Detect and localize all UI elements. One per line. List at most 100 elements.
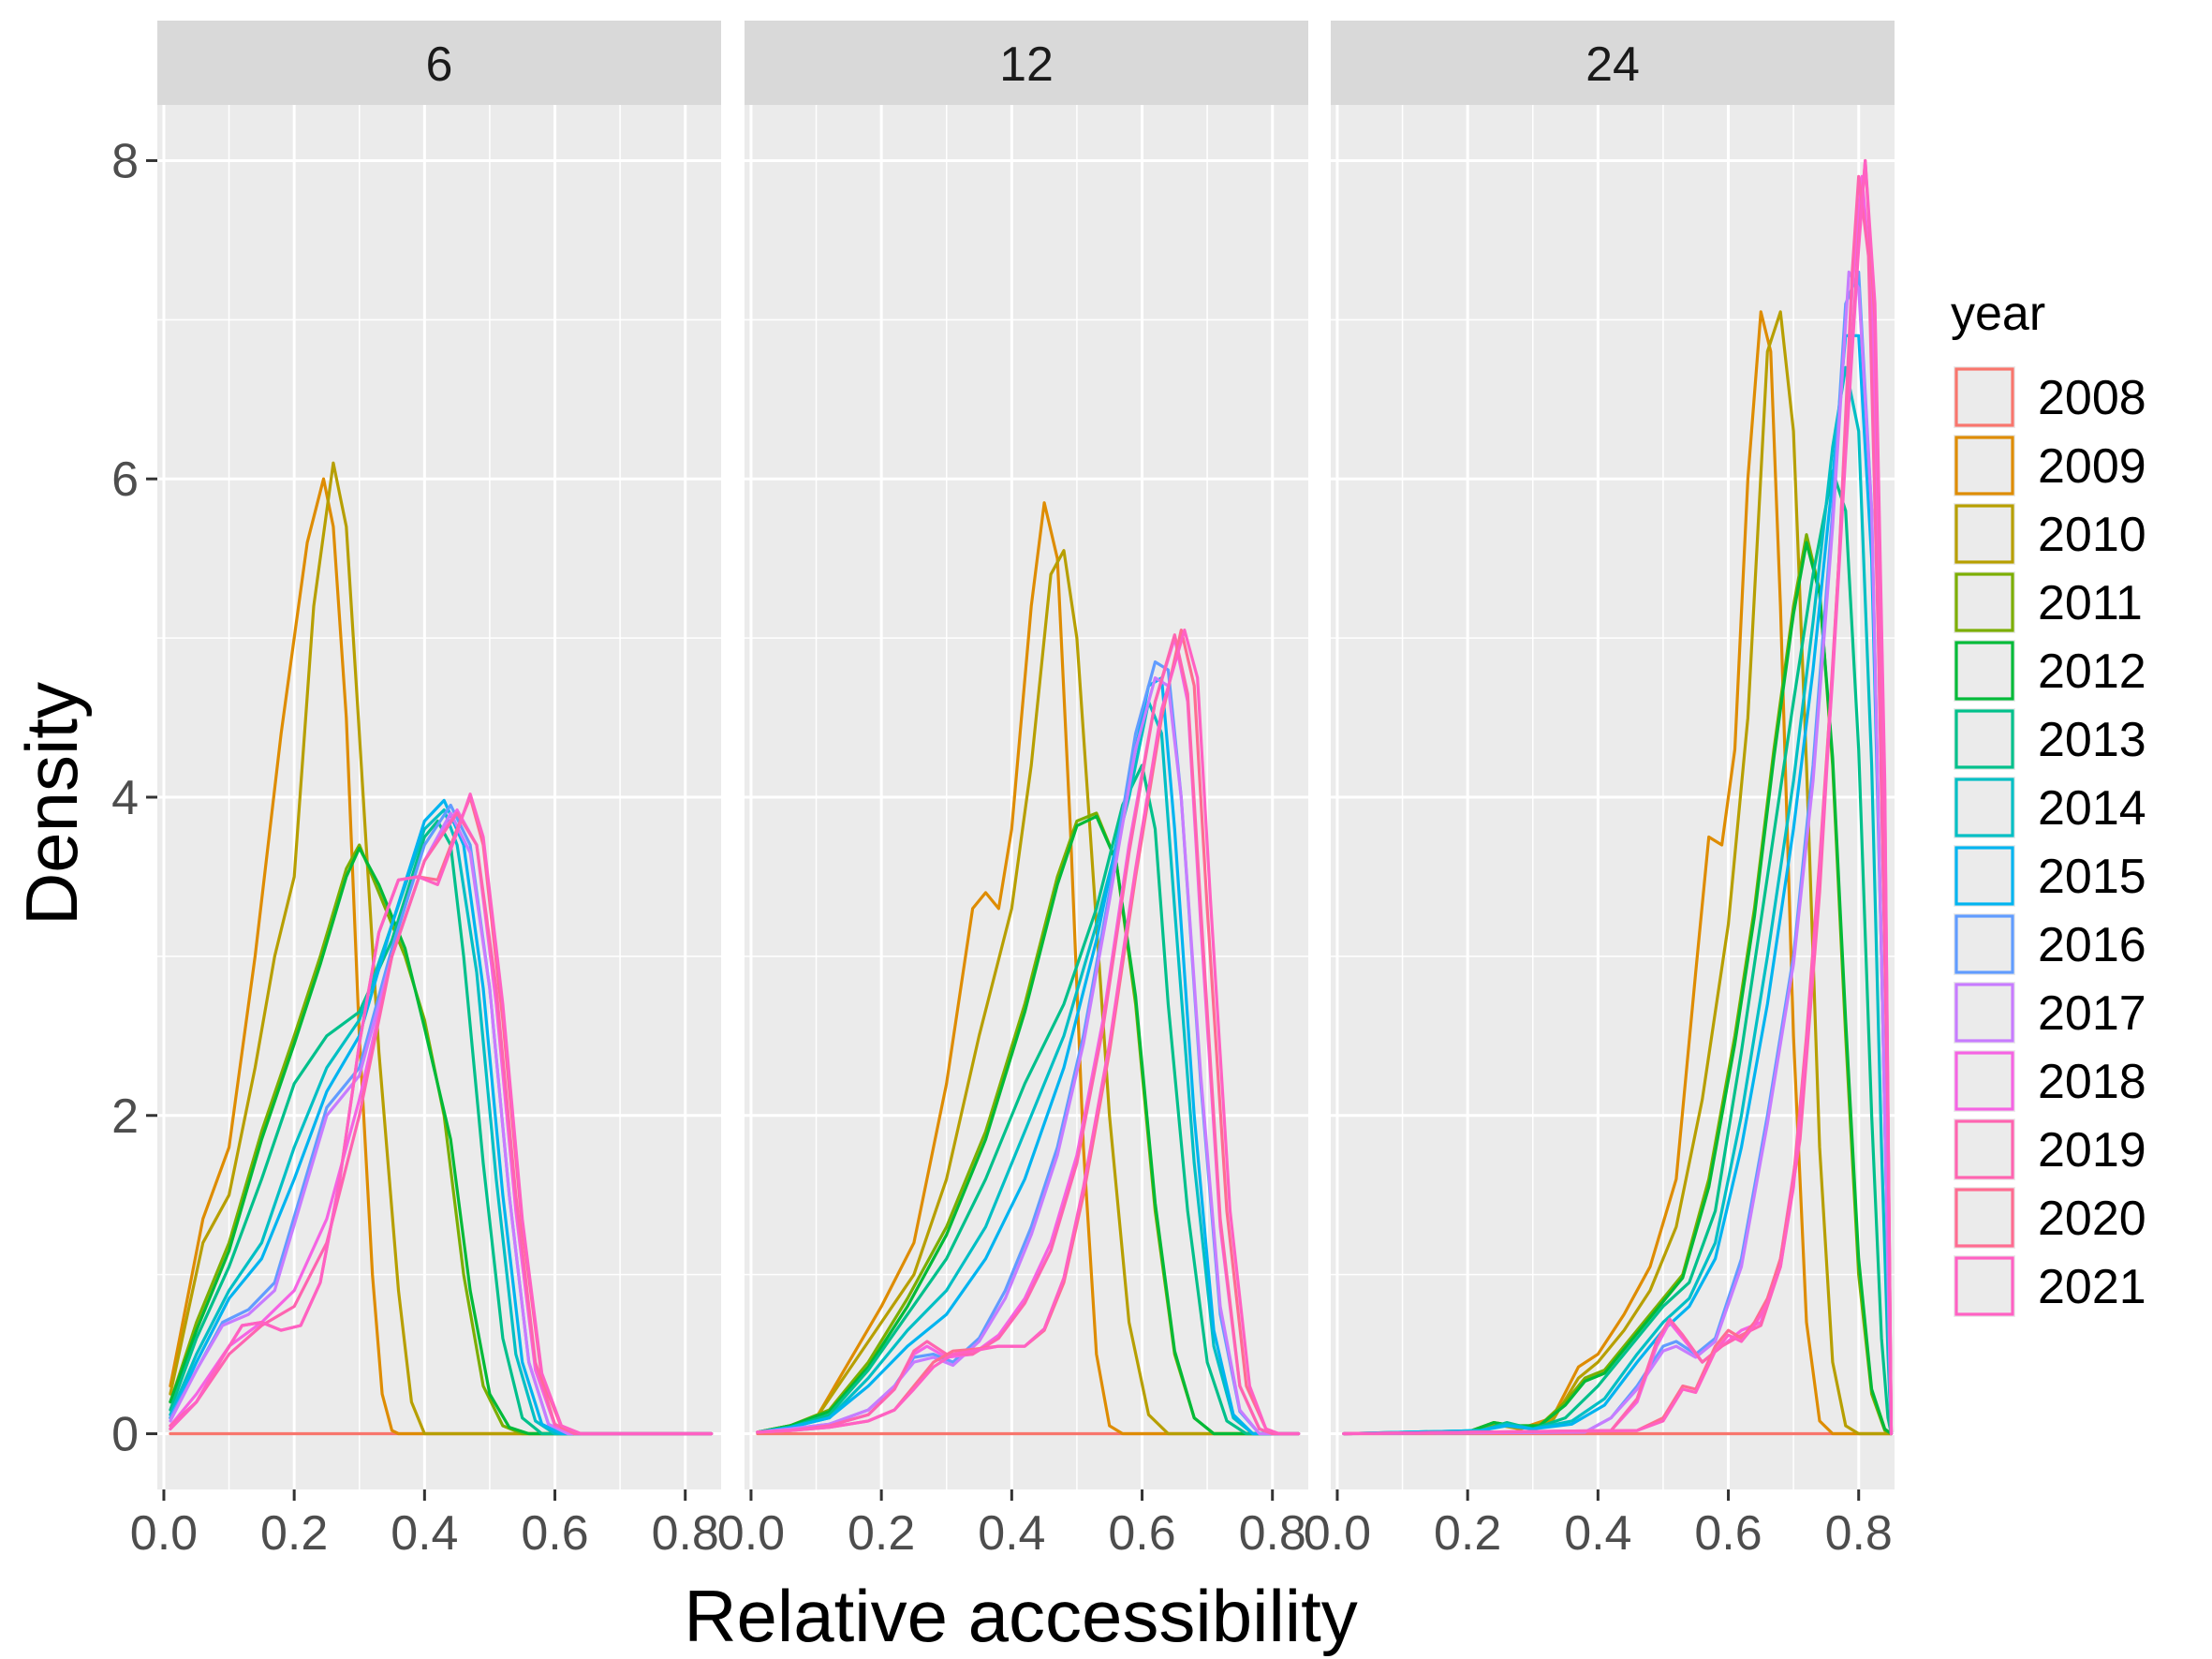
legend-key-background <box>1954 503 2015 565</box>
legend-label: 2008 <box>2038 371 2146 425</box>
legend-label: 2017 <box>2038 986 2146 1041</box>
legend-key-swatch <box>1954 572 2014 632</box>
x-tick-label: 0.2 <box>1434 1506 1501 1561</box>
legend-label: 2015 <box>2038 850 2146 904</box>
legend-label: 2011 <box>2038 576 2143 630</box>
legend-label: 2012 <box>2038 644 2146 699</box>
legend-key-swatch <box>1954 1119 2014 1179</box>
density-line-2012 <box>756 814 1301 1436</box>
facet-strip <box>1331 21 1895 105</box>
y-axis-title: Density <box>10 682 93 926</box>
x-tick-label: 0.6 <box>1694 1506 1762 1561</box>
y-tick-label: 0 <box>111 1408 139 1462</box>
y-tick-label: 2 <box>111 1089 139 1144</box>
density-line-2017 <box>756 676 1301 1436</box>
legend: year 2008 2009 2010 2011 2012 2013 2014 2015 201… <box>1951 287 2146 1317</box>
density-line-2021 <box>169 792 714 1436</box>
legend-key-swatch <box>1954 709 2014 769</box>
legend-key-swatch <box>1954 504 2014 564</box>
density-line-2014 <box>169 808 714 1436</box>
legend-item-2012: 2012 <box>1954 640 2146 702</box>
x-tick-label: 0.2 <box>260 1506 328 1561</box>
density-line-2015 <box>756 676 1301 1436</box>
density-line-2013 <box>169 819 714 1436</box>
density-line-2021 <box>756 629 1301 1436</box>
density-line-2009 <box>756 501 1301 1436</box>
density-line-2019 <box>169 811 714 1436</box>
legend-key-swatch <box>1954 914 2014 974</box>
legend-key-swatch <box>1954 1051 2014 1111</box>
legend-item-2013: 2013 <box>1954 708 2146 770</box>
x-tick-label: 0.0 <box>1304 1506 1371 1561</box>
legend-title: year <box>1951 287 2045 341</box>
legend-item-2018: 2018 <box>1954 1050 2146 1112</box>
legend-key-background <box>1954 777 2015 838</box>
legend-item-2017: 2017 <box>1954 982 2146 1044</box>
density-lines <box>756 501 1301 1436</box>
facet-panel-12: 12 0.0 0.2 0.4 0.6 0.8 <box>717 21 1308 1561</box>
legend-label: 2010 <box>2038 508 2146 562</box>
legend-key-swatch <box>1954 1256 2014 1316</box>
x-tick-label: 0.4 <box>978 1506 1045 1561</box>
legend-label: 2021 <box>2038 1260 2146 1314</box>
legend-key-background <box>1954 982 2015 1044</box>
legend-label: 2016 <box>2038 918 2146 972</box>
facet-strip-label: 12 <box>999 37 1054 92</box>
legend-item-2016: 2016 <box>1954 913 2146 975</box>
density-line-2010 <box>169 461 714 1436</box>
density-lines <box>1342 158 1894 1436</box>
legend-label: 2018 <box>2038 1055 2146 1109</box>
legend-item-2009: 2009 <box>1954 435 2146 496</box>
legend-item-2011: 2011 <box>1954 571 2143 633</box>
legend-item-2020: 2020 <box>1954 1187 2146 1249</box>
legend-key-background <box>1954 640 2015 702</box>
legend-item-2021: 2021 <box>1954 1255 2146 1317</box>
density-line-2013 <box>756 763 1301 1436</box>
x-tick-label: 0.4 <box>391 1506 458 1561</box>
x-tick-label: 0.6 <box>521 1506 588 1561</box>
legend-item-2019: 2019 <box>1954 1118 2146 1180</box>
legend-key-background <box>1954 366 2015 428</box>
legend-item-2010: 2010 <box>1954 503 2146 565</box>
legend-label: 2013 <box>2038 713 2146 767</box>
legend-key-swatch <box>1954 436 2014 496</box>
legend-key-background <box>1954 571 2015 633</box>
legend-item-2015: 2015 <box>1954 845 2146 907</box>
legend-item-2014: 2014 <box>1954 777 2146 838</box>
legend-key-swatch <box>1954 778 2014 837</box>
density-line-2015 <box>1342 333 1894 1436</box>
density-line-2011 <box>169 843 714 1436</box>
density-line-2012 <box>169 846 714 1436</box>
legend-key-background <box>1954 913 2015 975</box>
y-tick-label: 4 <box>111 771 139 825</box>
legend-label: 2019 <box>2038 1123 2146 1178</box>
x-tick-label: 0.8 <box>1825 1506 1893 1561</box>
x-tick-label: 0.2 <box>848 1506 915 1561</box>
legend-key-swatch <box>1954 983 2014 1043</box>
density-line-2017 <box>1342 270 1894 1436</box>
legend-item-2008: 2008 <box>1954 366 2146 428</box>
x-tick-label: 0.8 <box>1239 1506 1306 1561</box>
legend-key-background <box>1954 435 2015 496</box>
density-line-2015 <box>169 798 714 1436</box>
facet-strip-label: 24 <box>1585 37 1640 92</box>
legend-key-background <box>1954 1050 2015 1112</box>
facet-strip <box>157 21 721 105</box>
legend-label: 2009 <box>2038 439 2146 494</box>
density-line-2009 <box>169 477 714 1436</box>
legend-key-background <box>1954 845 2015 907</box>
legend-key-swatch <box>1954 641 2014 701</box>
y-tick-label: 6 <box>111 452 139 507</box>
legend-key-swatch <box>1954 367 2014 427</box>
x-tick-label: 0.8 <box>652 1506 719 1561</box>
facet-panel-24: 24 0.0 0.2 0.4 0.6 0.8 <box>1304 21 1895 1561</box>
legend-key-background <box>1954 1118 2015 1180</box>
facet-panel-6: 6 0.0 0.2 0.4 0.6 0.8 0 2 4 6 8 <box>111 21 721 1561</box>
density-line-2010 <box>756 549 1301 1436</box>
legend-label: 2020 <box>2038 1192 2146 1246</box>
legend-key-swatch <box>1954 1188 2014 1248</box>
x-tick-label: 0.4 <box>1564 1506 1631 1561</box>
density-line-2012 <box>1342 541 1894 1436</box>
